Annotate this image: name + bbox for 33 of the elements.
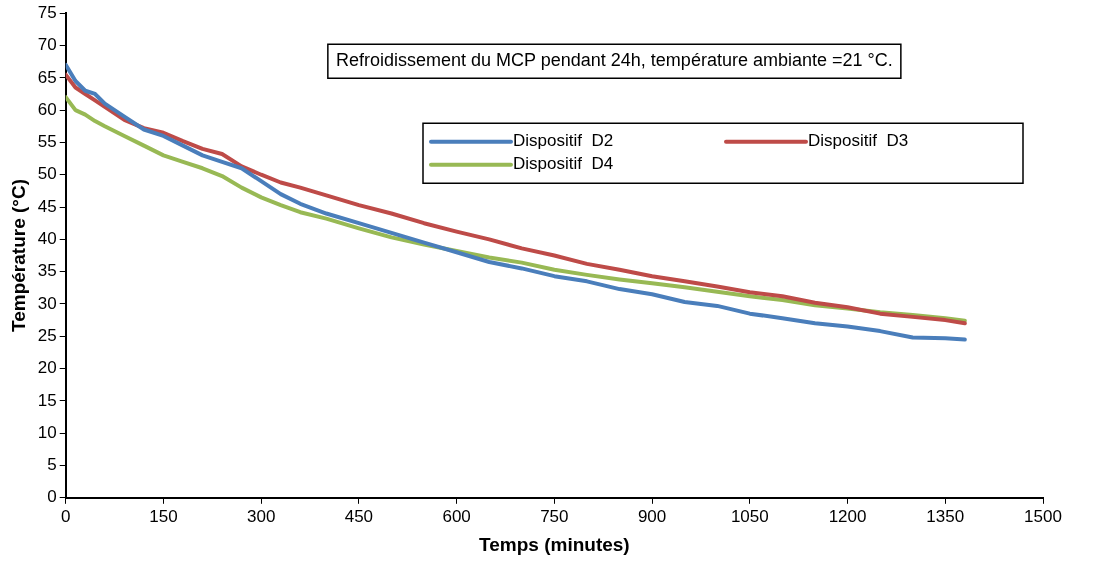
legend-label: Dispositif D3	[808, 131, 909, 151]
x-tick-label: 1200	[828, 506, 867, 526]
x-tick-label: 300	[246, 506, 276, 526]
y-tick-label: 20	[37, 358, 57, 378]
x-tick-label: 600	[442, 506, 471, 526]
y-tick-label: 75	[37, 2, 57, 22]
x-tick-label: 150	[149, 506, 178, 526]
y-axis-title: Température (°C)	[7, 179, 29, 332]
y-tick-label: 5	[47, 455, 57, 475]
y-tick-label: 40	[37, 229, 57, 249]
x-tick-label: 1500	[1024, 506, 1062, 526]
y-tick-label: 50	[37, 164, 57, 184]
annotation: Refroidissement du MCP pendant 24h, température ambiante =21 °C.	[336, 50, 893, 71]
y-tick-label: 10	[37, 422, 57, 442]
legend-label: Dispositif D4	[513, 154, 614, 174]
y-tick-label: 25	[37, 325, 57, 345]
y-tick-label: 30	[37, 293, 57, 313]
legend-label: Dispositif D2	[513, 131, 614, 151]
y-tick-label: 0	[47, 487, 57, 507]
y-tick-label: 55	[37, 132, 57, 152]
y-tick-label: 45	[37, 196, 57, 216]
x-tick-label: 900	[637, 506, 667, 526]
x-tick-label: 750	[540, 506, 569, 526]
x-axis-title: Temps (minutes)	[479, 533, 630, 555]
y-tick-label: 35	[37, 261, 57, 281]
x-tick-label: 1050	[730, 506, 769, 526]
y-tick-label: 70	[37, 35, 57, 55]
x-tick-label: 1350	[926, 506, 965, 526]
y-tick-label: 65	[37, 67, 57, 87]
y-tick-label: 60	[37, 99, 57, 119]
x-tick-label: 450	[344, 506, 374, 526]
y-tick-label: 15	[37, 390, 57, 410]
x-tick-label: 0	[60, 506, 71, 526]
